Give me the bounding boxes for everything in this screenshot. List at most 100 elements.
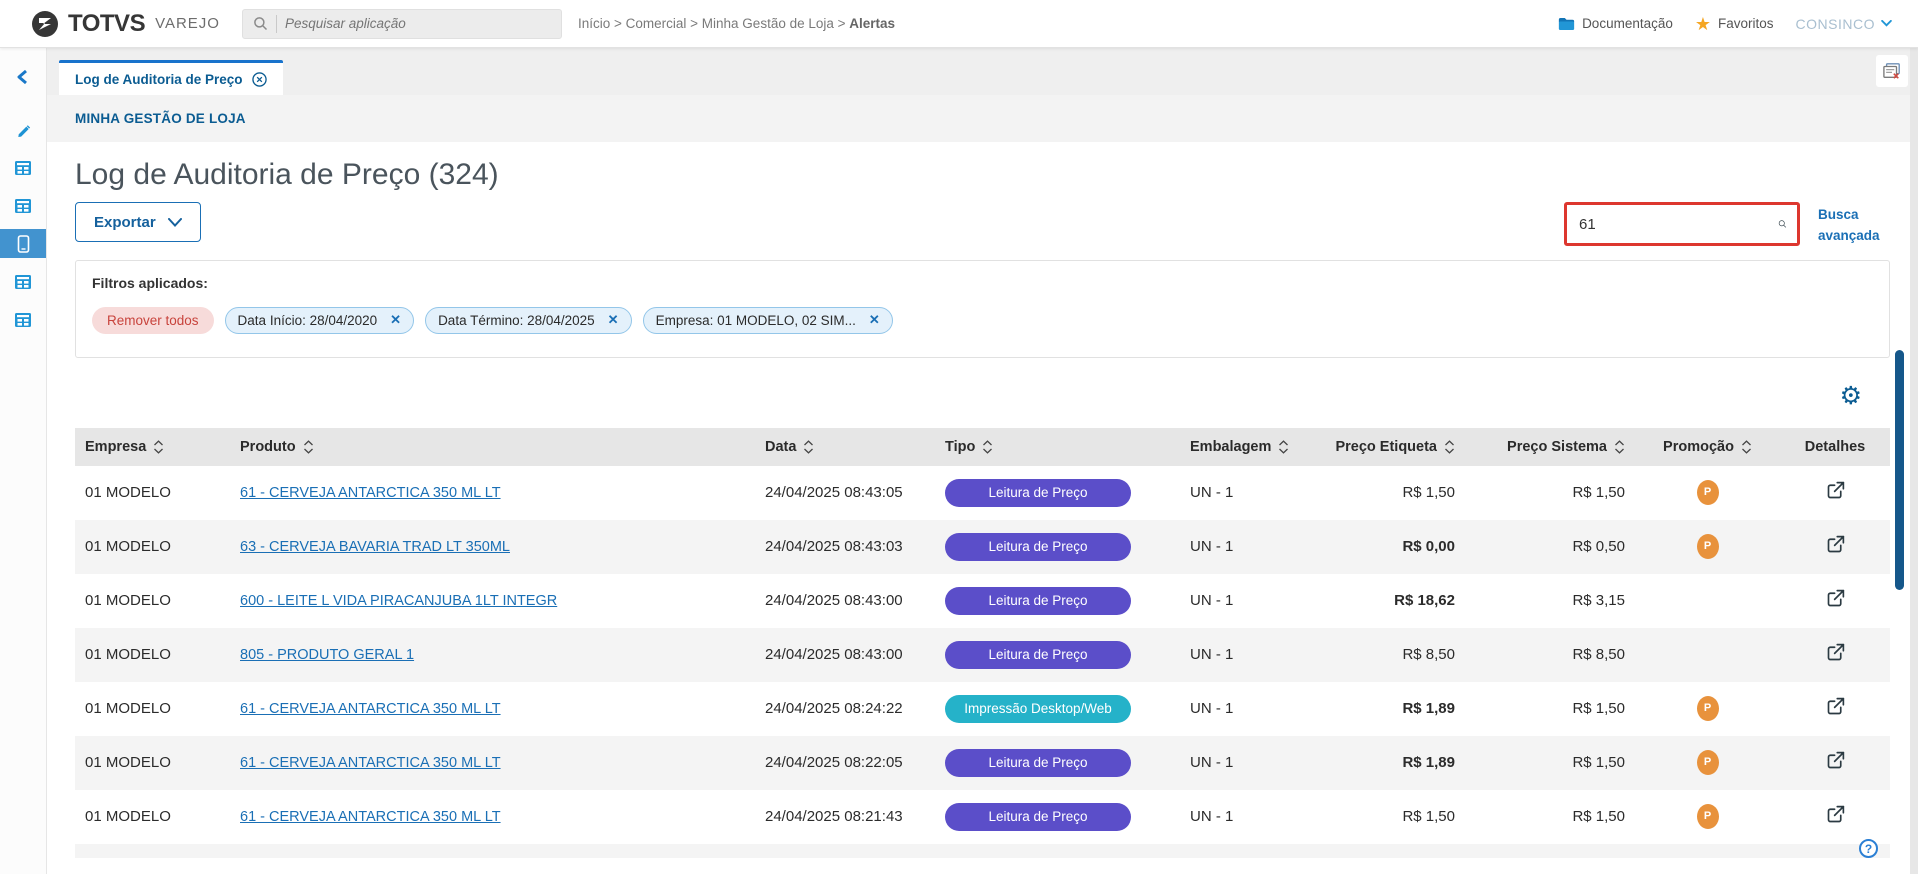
applied-filters-panel: Filtros aplicados: Remover todos Data In… — [75, 259, 1890, 358]
cell-preco-sistema: R$ 1,50 — [1465, 735, 1635, 790]
tab-label: Log de Auditoria de Preço — [75, 71, 243, 87]
breadcrumb: Início > Comercial > Minha Gestão de Loj… — [578, 16, 895, 31]
sort-icon[interactable] — [1741, 440, 1752, 454]
detail-external-link-icon[interactable] — [1825, 480, 1846, 501]
user-menu[interactable]: CONSINCO — [1796, 16, 1892, 32]
favorites-link[interactable]: ★ Favoritos — [1695, 15, 1774, 33]
cell-preco-sistema: R$ 1,50 — [1572, 484, 1625, 502]
search-icon — [254, 17, 268, 31]
column-header[interactable]: Preço Sistema — [1465, 427, 1635, 466]
sidebar-item-3-app-window-icon[interactable] — [0, 191, 46, 220]
column-label: Preço Etiqueta — [1335, 438, 1437, 455]
totvs-logo-icon — [32, 10, 58, 37]
promo-badge: P — [1696, 804, 1719, 830]
sidebar-item-5-app-window-icon[interactable] — [0, 267, 46, 296]
cell-empresa: 01 MODELO — [85, 592, 171, 610]
cell-preco-etiqueta: R$ 8,50 — [1300, 627, 1465, 682]
cell-preco-sistema: R$ 1,50 — [1572, 808, 1625, 826]
app-search-box[interactable] — [241, 8, 562, 39]
sidebar-item-6-app-window-icon[interactable] — [0, 305, 46, 334]
sort-icon[interactable] — [1278, 440, 1289, 454]
detail-external-link-icon[interactable] — [1825, 696, 1846, 717]
column-label: Promoção — [1663, 438, 1734, 455]
column-header[interactable]: Promoção — [1635, 427, 1780, 466]
cell-preco-etiqueta: R$ 18,62 — [1394, 592, 1455, 610]
cell-empresa: 01 MODELO — [85, 700, 171, 718]
sort-icon[interactable] — [982, 440, 993, 454]
column-label: Empresa — [85, 438, 147, 455]
detail-external-link-icon[interactable] — [1825, 750, 1846, 771]
product-link[interactable]: 61 - CERVEJA ANTARCTICA 350 ML LT — [240, 809, 501, 826]
product-link[interactable]: 63 - CERVEJA BAVARIA TRAD LT 350ML — [240, 539, 510, 556]
column-header[interactable]: Tipo — [935, 427, 1180, 466]
search-divider — [275, 14, 277, 33]
cell-preco-etiqueta: R$ 1,50 — [1402, 484, 1455, 502]
sidebar-item-2-app-window-icon[interactable] — [0, 153, 46, 182]
tab-bar: Log de Auditoria de Preço — [47, 48, 1918, 95]
product-link[interactable]: 61 - CERVEJA ANTARCTICA 350 ML LT — [240, 755, 501, 772]
documentation-link[interactable]: Documentação — [1558, 16, 1673, 31]
sidebar-item-4-mobile-icon[interactable] — [0, 229, 46, 258]
remove-filter-icon[interactable]: ✕ — [607, 312, 619, 328]
stacked-windows-icon — [1883, 63, 1900, 79]
column-label: Data — [765, 438, 797, 455]
brand-product: VAREJO — [155, 15, 220, 32]
column-header[interactable]: Preço Etiqueta — [1300, 427, 1465, 466]
remove-filter-icon[interactable]: ✕ — [868, 312, 880, 328]
detail-external-link-icon[interactable] — [1825, 804, 1846, 825]
tipo-badge: Leitura de Preço — [945, 478, 1131, 507]
close-all-tabs-button[interactable] — [1876, 55, 1908, 87]
table-search-input[interactable] — [1579, 215, 1778, 233]
sidebar-item-1-pen-icon[interactable] — [0, 115, 46, 144]
cell-preco-sistema: R$ 1,50 — [1572, 700, 1625, 718]
cell-empresa: 01 MODELO — [85, 484, 171, 502]
product-link[interactable]: 61 - CERVEJA ANTARCTICA 350 ML LT — [240, 485, 501, 502]
cell-preco-etiqueta: R$ 1,89 — [1402, 700, 1455, 718]
product-link[interactable]: 805 - PRODUTO GERAL 1 — [240, 647, 415, 664]
column-header[interactable]: Data — [755, 427, 935, 466]
breadcrumb-current: Alertas — [849, 16, 896, 31]
cell-embalagem: UN - 1 — [1180, 735, 1300, 790]
table-settings-gear-icon[interactable]: ⚙ — [1839, 381, 1862, 410]
tipo-badge: Impressão Desktop/Web — [945, 694, 1131, 723]
filter-chip-label: Data Início: 28/04/2020 — [237, 312, 378, 328]
remove-all-filters-button[interactable]: Remover todos — [92, 306, 214, 334]
sort-icon[interactable] — [803, 440, 814, 454]
app-search-input[interactable] — [284, 16, 515, 31]
column-header[interactable]: Produto — [230, 427, 755, 466]
promo-badge: P — [1696, 534, 1719, 560]
table-row: 01 MODELO 61 - CERVEJA ANTARCTICA 350 ML… — [75, 466, 1890, 520]
page-scrollbar-thumb[interactable] — [1895, 350, 1904, 590]
product-link[interactable]: 600 - LEITE L VIDA PIRACANJUBA 1LT INTEG… — [240, 593, 558, 610]
export-button[interactable]: Exportar — [75, 202, 201, 242]
tipo-badge: Leitura de Preço — [945, 532, 1131, 561]
cell-preco-sistema: R$ 3,15 — [1572, 592, 1625, 610]
help-icon[interactable]: ? — [1859, 839, 1878, 858]
search-icon[interactable] — [1778, 213, 1787, 235]
promo-badge: P — [1696, 696, 1719, 722]
cell-data: 24/04/2025 08:43:05 — [765, 484, 903, 502]
detail-external-link-icon[interactable] — [1825, 588, 1846, 609]
sort-icon[interactable] — [153, 440, 164, 454]
cell-preco-etiqueta: R$ 1,50 — [1402, 808, 1455, 826]
detail-external-link-icon[interactable] — [1825, 534, 1846, 555]
tab-log-auditoria[interactable]: Log de Auditoria de Preço — [59, 60, 283, 95]
advanced-search-link[interactable]: Busca avançada — [1818, 207, 1880, 243]
product-link[interactable]: 61 - CERVEJA ANTARCTICA 350 ML LT — [240, 701, 501, 718]
column-header[interactable]: Empresa — [75, 427, 230, 466]
detail-external-link-icon[interactable] — [1825, 642, 1846, 663]
cell-empresa: 01 MODELO — [75, 519, 230, 574]
column-header[interactable]: Detalhes — [1780, 427, 1890, 466]
sort-icon[interactable] — [1444, 440, 1455, 454]
cell-empresa: 01 MODELO — [75, 735, 230, 790]
export-label: Exportar — [94, 213, 156, 231]
page-scrollbar-track[interactable] — [1910, 48, 1918, 874]
cell-data: 24/04/2025 08:43:00 — [755, 627, 935, 682]
tab-close-icon[interactable] — [251, 71, 267, 87]
cell-empresa: 01 MODELO — [75, 627, 230, 682]
sidebar-item-0-chevron-left-icon[interactable] — [0, 62, 46, 91]
sort-icon[interactable] — [303, 440, 314, 454]
remove-filter-icon[interactable]: ✕ — [390, 312, 402, 328]
sort-icon[interactable] — [1614, 440, 1625, 454]
column-header[interactable]: Embalagem — [1180, 427, 1300, 466]
